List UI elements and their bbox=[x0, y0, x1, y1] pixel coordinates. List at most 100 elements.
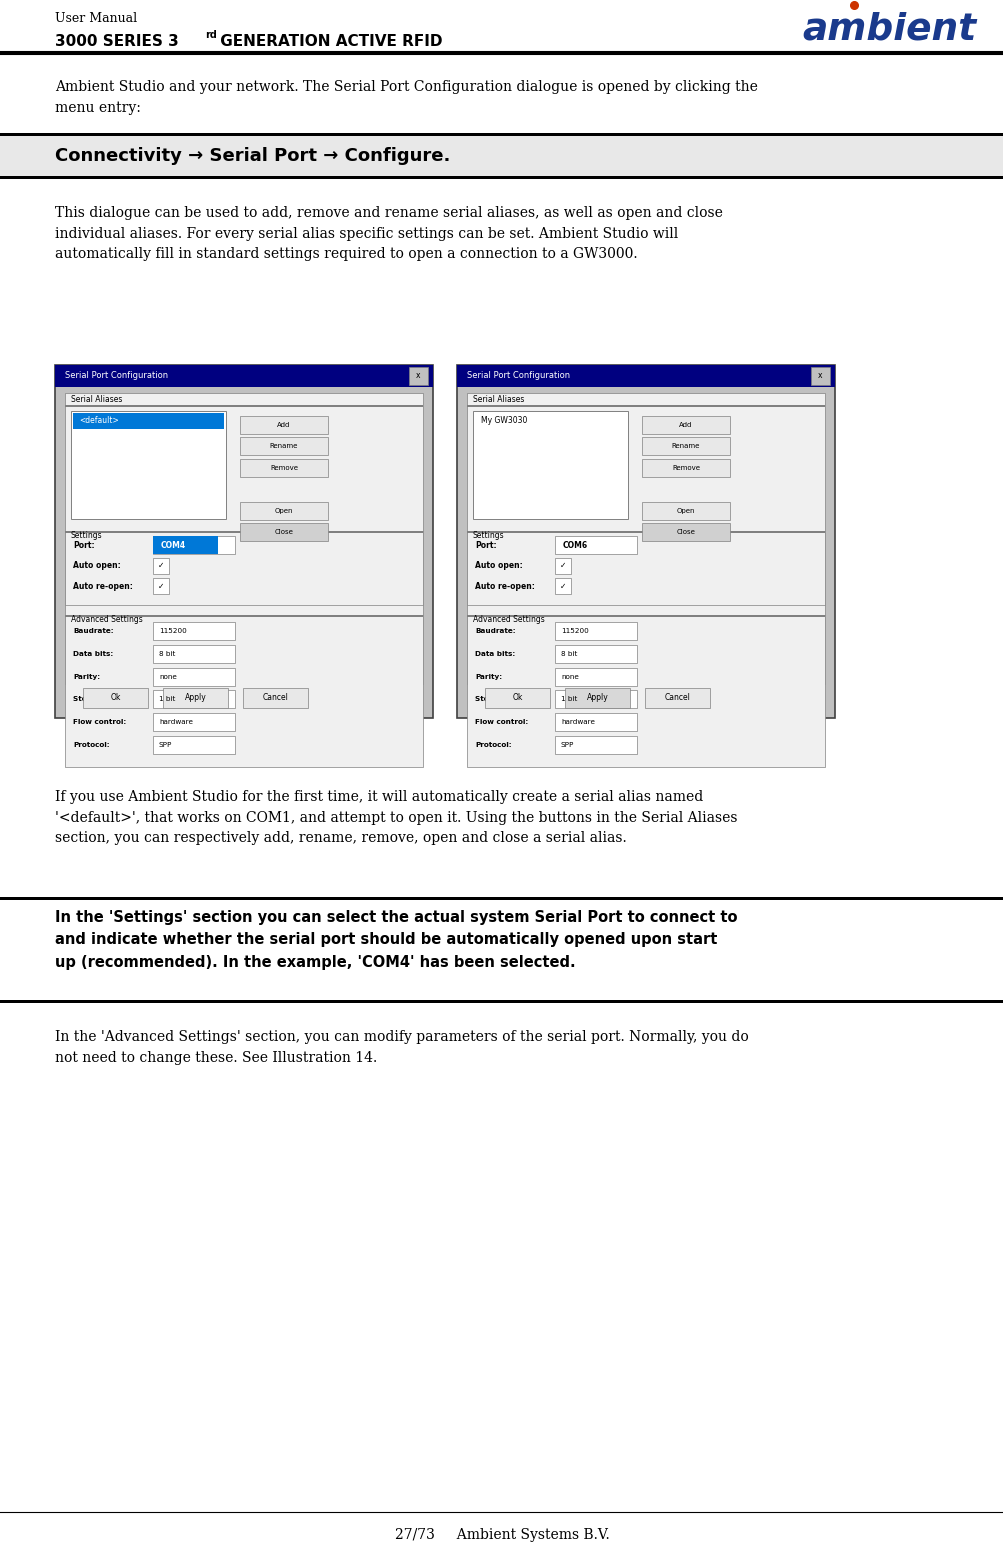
Bar bbox=[243, 688, 308, 708]
Bar bbox=[71, 411, 226, 518]
Text: Serial Port Configuration: Serial Port Configuration bbox=[65, 371, 168, 380]
Bar bbox=[0, 137, 1003, 175]
Bar bbox=[466, 531, 824, 605]
Bar bbox=[152, 714, 235, 731]
Bar bbox=[240, 438, 328, 455]
Bar bbox=[65, 615, 422, 767]
Bar bbox=[641, 501, 729, 520]
Bar bbox=[555, 557, 571, 574]
Text: SPP: SPP bbox=[158, 742, 173, 748]
Bar bbox=[152, 537, 235, 554]
Bar bbox=[240, 501, 328, 520]
Bar bbox=[152, 557, 169, 574]
Text: Stop bits:: Stop bits: bbox=[474, 697, 515, 703]
Bar bbox=[555, 667, 636, 686]
Text: Ok: Ok bbox=[512, 694, 523, 703]
Bar bbox=[641, 416, 729, 435]
Bar bbox=[555, 537, 636, 554]
Bar bbox=[152, 579, 169, 594]
Bar bbox=[555, 714, 636, 731]
Bar bbox=[55, 365, 432, 386]
Text: ✓: ✓ bbox=[560, 582, 566, 591]
Text: x: x bbox=[817, 371, 821, 380]
Text: Close: Close bbox=[676, 529, 695, 535]
Text: Auto re-open:: Auto re-open: bbox=[73, 582, 132, 591]
Text: Open: Open bbox=[676, 508, 694, 514]
Bar bbox=[466, 615, 824, 616]
Text: This dialogue can be used to add, remove and rename serial aliases, as well as o: This dialogue can be used to add, remove… bbox=[55, 206, 722, 261]
Bar bbox=[83, 688, 147, 708]
Text: ambient: ambient bbox=[801, 12, 975, 48]
Text: Apply: Apply bbox=[586, 694, 608, 703]
Bar bbox=[810, 366, 829, 385]
Bar bbox=[565, 688, 629, 708]
Bar bbox=[162, 688, 228, 708]
Bar bbox=[641, 438, 729, 455]
Text: Flow control:: Flow control: bbox=[474, 719, 528, 725]
Text: User Manual: User Manual bbox=[55, 12, 137, 25]
Bar bbox=[55, 365, 432, 719]
Bar bbox=[65, 531, 422, 532]
Bar bbox=[466, 531, 824, 532]
Bar bbox=[240, 459, 328, 476]
Text: hardware: hardware bbox=[158, 719, 193, 725]
Text: 1 bit: 1 bit bbox=[158, 697, 176, 703]
Text: Baudrate:: Baudrate: bbox=[73, 629, 113, 635]
Bar bbox=[152, 736, 235, 754]
Bar bbox=[466, 393, 824, 684]
Bar bbox=[408, 366, 427, 385]
Text: Data bits:: Data bits: bbox=[73, 650, 113, 656]
Text: 3000 SERIES 3: 3000 SERIES 3 bbox=[55, 34, 179, 50]
Text: Remove: Remove bbox=[270, 466, 298, 470]
Bar bbox=[0, 175, 1003, 178]
Bar bbox=[65, 393, 422, 684]
Bar bbox=[65, 615, 422, 616]
Bar bbox=[152, 537, 218, 554]
Text: ✓: ✓ bbox=[158, 582, 164, 591]
Text: If you use Ambient Studio for the first time, it will automatically create a ser: If you use Ambient Studio for the first … bbox=[55, 790, 737, 846]
Text: Auto open:: Auto open: bbox=[474, 562, 523, 570]
Bar bbox=[152, 622, 235, 639]
Bar bbox=[466, 615, 824, 767]
Bar bbox=[0, 897, 1003, 900]
Text: Port:: Port: bbox=[474, 540, 496, 549]
Text: Advanced Settings: Advanced Settings bbox=[71, 615, 142, 624]
Text: Close: Close bbox=[274, 529, 293, 535]
Bar bbox=[240, 416, 328, 435]
Bar bbox=[456, 365, 834, 386]
Bar bbox=[152, 667, 235, 686]
Text: Ok: Ok bbox=[110, 694, 120, 703]
Text: Parity:: Parity: bbox=[474, 674, 502, 680]
Bar bbox=[73, 413, 224, 428]
Bar bbox=[555, 736, 636, 754]
Bar bbox=[152, 644, 235, 663]
Bar bbox=[555, 622, 636, 639]
Bar bbox=[555, 691, 636, 708]
Bar bbox=[641, 523, 729, 542]
Bar bbox=[152, 691, 235, 708]
Text: 115200: 115200 bbox=[158, 629, 187, 635]
Text: Parity:: Parity: bbox=[73, 674, 100, 680]
Text: Data bits:: Data bits: bbox=[474, 650, 515, 656]
Text: 27/73     Ambient Systems B.V.: 27/73 Ambient Systems B.V. bbox=[394, 1529, 609, 1543]
Text: ✓: ✓ bbox=[158, 562, 164, 570]
Text: x: x bbox=[416, 371, 420, 380]
Text: COM6: COM6 bbox=[563, 540, 588, 549]
Text: Flow control:: Flow control: bbox=[73, 719, 126, 725]
Text: Protocol:: Protocol: bbox=[73, 742, 109, 748]
Text: GENERATION ACTIVE RFID: GENERATION ACTIVE RFID bbox=[215, 34, 442, 50]
Text: In the 'Settings' section you can select the actual system Serial Port to connec: In the 'Settings' section you can select… bbox=[55, 909, 737, 970]
Bar bbox=[466, 405, 824, 407]
Text: Connectivity → Serial Port → Configure.: Connectivity → Serial Port → Configure. bbox=[55, 147, 450, 165]
Text: Serial Aliases: Serial Aliases bbox=[71, 394, 122, 404]
Bar bbox=[65, 405, 422, 407]
Text: none: none bbox=[158, 674, 177, 680]
Bar bbox=[0, 999, 1003, 1003]
Text: hardware: hardware bbox=[561, 719, 595, 725]
Text: Settings: Settings bbox=[71, 531, 102, 540]
Text: Remove: Remove bbox=[671, 466, 699, 470]
Text: Cancel: Cancel bbox=[664, 694, 690, 703]
Text: Cancel: Cancel bbox=[263, 694, 288, 703]
Text: SPP: SPP bbox=[561, 742, 574, 748]
Text: In the 'Advanced Settings' section, you can modify parameters of the serial port: In the 'Advanced Settings' section, you … bbox=[55, 1031, 748, 1065]
